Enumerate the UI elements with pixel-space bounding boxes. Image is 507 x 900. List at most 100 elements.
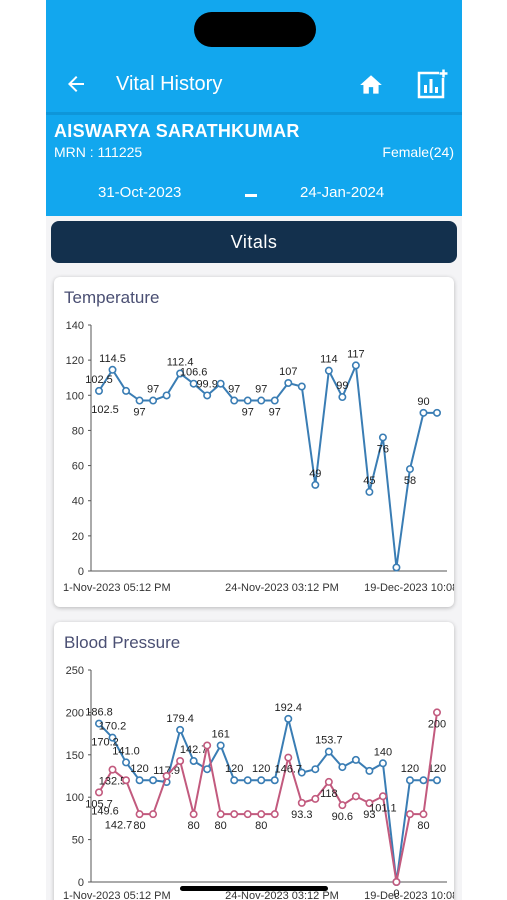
data-label: 97: [147, 384, 159, 396]
y-tick-label: 80: [72, 425, 84, 437]
data-point: [149, 810, 158, 819]
y-tick-label: 120: [66, 355, 84, 367]
data-point: [135, 396, 144, 405]
data-point: [94, 788, 103, 797]
data-label: 140: [374, 746, 392, 758]
patient-mrn: MRN : 111225: [54, 144, 143, 160]
data-label: 142.7: [105, 819, 133, 831]
add-chart-icon[interactable]: [416, 68, 448, 100]
data-point: [284, 714, 293, 723]
data-point: [216, 379, 225, 388]
data-point: [378, 759, 387, 768]
data-label: 179.4: [166, 713, 194, 725]
data-point: [189, 379, 198, 388]
data-point: [284, 753, 293, 762]
data-point: [311, 480, 320, 489]
data-label: 99.9: [196, 378, 217, 390]
data-point: [122, 776, 131, 785]
data-label: 80: [215, 820, 227, 832]
data-point: [122, 386, 131, 395]
data-point: [94, 386, 103, 395]
data-label: 90: [417, 396, 429, 408]
x-tick-label: 19-Dec-2023 10:08 AM: [364, 890, 454, 900]
data-point: [311, 765, 320, 774]
x-tick-label: 1-Nov-2023 05:12 PM: [63, 582, 171, 594]
data-label: 102.5: [85, 374, 113, 386]
data-label: 93.3: [291, 809, 312, 821]
data-point: [378, 433, 387, 442]
data-label: 90.6: [332, 811, 353, 823]
data-point: [405, 465, 414, 474]
data-label: 149.6: [91, 805, 119, 817]
date-separator: [245, 194, 257, 197]
data-label: 80: [188, 820, 200, 832]
data-point: [338, 393, 347, 402]
data-point: [162, 772, 171, 781]
data-label: 120: [252, 763, 270, 775]
data-point: [176, 756, 185, 765]
data-label: 93: [363, 809, 375, 821]
data-point: [351, 792, 360, 801]
data-point: [270, 810, 279, 819]
data-label: 117: [347, 348, 365, 360]
data-point: [162, 391, 171, 400]
data-label: 114: [320, 354, 338, 366]
data-point: [203, 391, 212, 400]
y-tick-label: 50: [72, 835, 84, 847]
data-point: [392, 877, 401, 886]
x-tick-label: 24-Nov-2023 03:12 PM: [225, 890, 339, 900]
data-point: [324, 747, 333, 756]
data-label: 105.7: [85, 798, 113, 810]
data-point: [243, 776, 252, 785]
data-point: [230, 810, 239, 819]
y-tick-label: 100: [66, 390, 84, 402]
y-tick-label: 40: [72, 496, 84, 508]
data-point: [365, 799, 374, 808]
data-point: [365, 487, 374, 496]
data-label: 170.2: [99, 721, 127, 733]
data-point: [230, 776, 239, 785]
data-point: [324, 777, 333, 786]
data-point: [284, 378, 293, 387]
blood-pressure-chart[interactable]: 0 50 100 150 200 250 1-Nov-2023 05:12 PM 24-Nov…: [54, 622, 454, 900]
y-tick-label: 20: [72, 531, 84, 543]
date-to[interactable]: 24-Jan-2024: [300, 184, 385, 201]
data-point: [297, 382, 306, 391]
data-label: 141.0: [112, 745, 140, 757]
data-point: [405, 776, 414, 785]
home-icon[interactable]: [358, 72, 384, 98]
series-line: [98, 361, 437, 568]
data-point: [189, 810, 198, 819]
vitals-button[interactable]: Vitals: [51, 221, 457, 263]
data-point: [149, 396, 158, 405]
data-label: 80: [255, 820, 267, 832]
data-point: [378, 792, 387, 801]
data-label: 170.2: [91, 737, 119, 749]
data-label: 120: [225, 763, 243, 775]
data-point: [338, 801, 347, 810]
data-point: [122, 758, 131, 767]
data-point: [149, 776, 158, 785]
data-point: [94, 719, 103, 728]
data-point: [432, 776, 441, 785]
data-point: [338, 763, 347, 772]
data-label: 142.7: [180, 744, 208, 756]
data-label: 45: [363, 475, 375, 487]
data-point: [257, 776, 266, 785]
data-label: 97: [133, 407, 145, 419]
data-label: 186.8: [85, 707, 113, 719]
date-from[interactable]: 31-Oct-2023: [98, 184, 182, 201]
data-label: 49: [309, 468, 321, 480]
patient-gender-age: Female(24): [382, 144, 454, 160]
temperature-chart[interactable]: 0 20 40 60 80 100 120 140 1-Nov-2023 05:12 PM 24-…: [54, 277, 454, 607]
data-point: [135, 776, 144, 785]
data-point: [108, 765, 117, 774]
data-label: 106.6: [180, 367, 208, 379]
data-label: 101.1: [369, 802, 397, 814]
data-point: [176, 369, 185, 378]
data-label: 99: [336, 380, 348, 392]
blood-pressure-card: Blood Pressure 0 50 100 150 200 250 1-Nov-2023…: [54, 622, 454, 900]
data-point: [203, 765, 212, 774]
arrow-left-icon[interactable]: [64, 72, 88, 96]
data-label: 161: [212, 728, 230, 740]
